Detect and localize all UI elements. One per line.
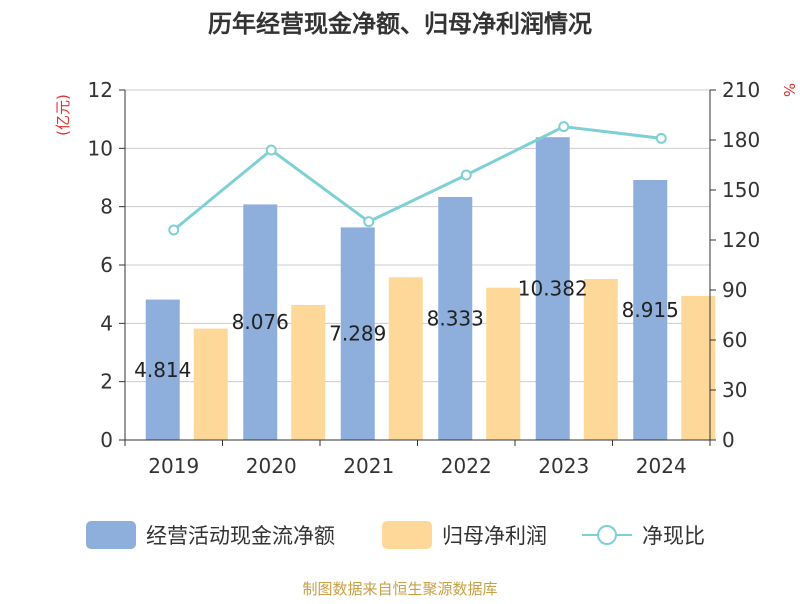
right-axis-unit-label: % xyxy=(780,83,798,97)
x-axis-tick-label: 2022 xyxy=(441,454,492,478)
right-axis-tick-label: 180 xyxy=(722,128,760,152)
left-axis-tick-label: 6 xyxy=(100,253,113,277)
bar-netprofit xyxy=(486,287,521,440)
bar-data-label: 7.289 xyxy=(329,322,386,346)
bar-cashflow xyxy=(438,196,473,440)
left-axis-tick-label: 12 xyxy=(88,78,113,102)
right-axis-tick-label: 120 xyxy=(722,228,760,252)
bar-data-label: 8.333 xyxy=(427,306,484,330)
bar-data-label: 4.814 xyxy=(134,358,191,382)
ratio-line-series xyxy=(168,121,667,236)
chart-title: 历年经营现金净额、归母净利润情况 xyxy=(208,10,592,38)
x-axis-tick-label: 2023 xyxy=(538,454,589,478)
ratio-point xyxy=(558,121,570,133)
legend-circle-marker xyxy=(597,525,617,545)
bar-cashflow xyxy=(535,137,570,441)
bar-cashflow xyxy=(340,227,375,440)
legend-swatch xyxy=(86,521,136,549)
legend-swatch xyxy=(382,521,432,549)
ratio-point xyxy=(363,216,375,228)
left-axis-tick-label: 0 xyxy=(100,428,113,452)
bar-netprofit xyxy=(583,279,618,440)
right-axis-tick-label: 90 xyxy=(722,278,747,302)
bar-cashflow xyxy=(145,299,180,440)
left-axis-tick-label: 10 xyxy=(88,136,113,160)
bar-data-label: 8.076 xyxy=(232,310,289,334)
legend-label: 净现比 xyxy=(642,524,705,548)
bar-netprofit xyxy=(193,328,228,440)
bars xyxy=(145,137,716,441)
x-axis-tick-label: 2021 xyxy=(343,454,394,478)
right-axis-tick-label: 0 xyxy=(722,428,735,452)
ratio-point xyxy=(460,169,472,181)
ratio-point xyxy=(168,224,180,236)
right-axis-tick-label: 210 xyxy=(722,78,760,102)
left-axis-tick-label: 8 xyxy=(100,195,113,219)
legend: 经营活动现金流净额 归母净利润 净现比 xyxy=(86,521,705,549)
bar-netprofit xyxy=(388,277,423,440)
legend-label: 归母净利润 xyxy=(442,524,547,548)
bar-netprofit xyxy=(291,304,326,440)
bar-data-label: 8.915 xyxy=(622,298,679,322)
source-note: 制图数据来自恒生聚源数据库 xyxy=(302,580,497,598)
left-axis-unit-label: (亿元) xyxy=(54,94,72,136)
data-labels: 4.814 8.076 7.289 8.333 10.382 8.915 xyxy=(134,277,679,382)
right-axis-tick-label: 30 xyxy=(722,378,747,402)
x-axis-tick-label: 2019 xyxy=(148,454,199,478)
left-axis-tick-label: 4 xyxy=(100,311,113,335)
legend-label: 经营活动现金流净额 xyxy=(146,524,335,548)
bar-data-label: 10.382 xyxy=(518,277,588,301)
ratio-line xyxy=(172,125,662,232)
bar-cashflow xyxy=(633,179,668,440)
x-axis-tick-label: 2020 xyxy=(246,454,297,478)
right-axis-tick-label: 150 xyxy=(722,178,760,202)
left-axis-tick-label: 2 xyxy=(100,370,113,394)
right-axis-tick-label: 60 xyxy=(722,328,747,352)
ratio-point xyxy=(265,144,277,156)
x-axis-tick-label: 2024 xyxy=(636,454,687,478)
ratio-point xyxy=(655,132,667,144)
bar-cashflow xyxy=(243,204,278,440)
